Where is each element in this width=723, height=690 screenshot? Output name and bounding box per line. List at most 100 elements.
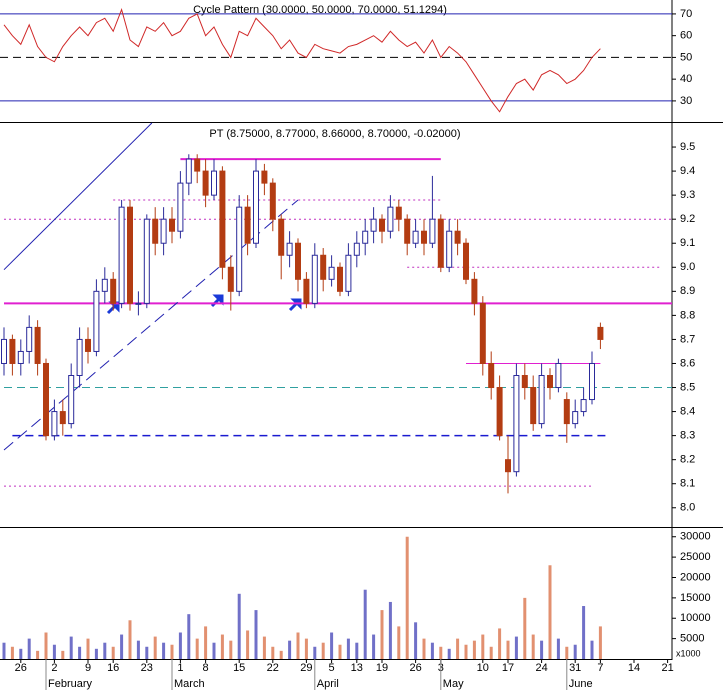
candle-body: [286, 242, 293, 256]
volume-bar: [447, 648, 451, 659]
candle-body: [513, 375, 520, 473]
candle-body: [9, 338, 16, 364]
trend-line: [3, 122, 153, 271]
candle-body: [463, 242, 469, 280]
x-tick-label: 26: [15, 662, 27, 674]
volume-bar: [556, 638, 560, 659]
candle-body: [429, 218, 436, 244]
candle-body: [563, 399, 570, 425]
candle-body: [521, 375, 528, 389]
month-label: May: [443, 678, 464, 690]
candle-body: [236, 206, 243, 292]
y-tick-label: 20000: [680, 571, 711, 583]
y-tick-label: 9.2: [680, 213, 695, 225]
x-tick-label: 31: [569, 662, 581, 674]
y-tick-label: 8.3: [680, 430, 695, 442]
candle-body: [278, 218, 285, 256]
x-tick-label: 19: [376, 662, 388, 674]
volume-bar: [498, 628, 502, 659]
y-tick-label: 70: [680, 8, 692, 20]
volume-bar: [464, 644, 468, 659]
candle-body: [118, 206, 125, 304]
x-tick-label: 9: [85, 662, 91, 674]
volume-bar: [254, 610, 258, 659]
volume-bar: [590, 640, 594, 659]
volume-bar: [414, 622, 418, 659]
candle-body: [412, 230, 419, 244]
volume-bar: [69, 636, 73, 659]
y-tick-label: 40: [680, 73, 692, 85]
y-tick-label: 8.8: [680, 309, 695, 321]
volume-bar: [237, 593, 241, 659]
volume-bar: [61, 650, 65, 659]
volume-bar: [372, 634, 376, 659]
volume-bar: [540, 640, 544, 659]
x-tick-label: 14: [628, 662, 640, 674]
volume-bar: [422, 638, 426, 659]
candle-body: [437, 218, 444, 268]
candle-body: [530, 387, 537, 425]
x-tick-label: 16: [107, 662, 119, 674]
candle-body: [572, 411, 579, 425]
x-tick-label: 1: [177, 662, 183, 674]
candle-body: [547, 375, 553, 389]
y-tick-label: 50: [680, 51, 692, 63]
volume-bar: [388, 601, 392, 659]
volume-bar: [472, 640, 476, 659]
y-tick-label: 9.4: [680, 165, 695, 177]
x-tick-label: 24: [535, 662, 547, 674]
candle-body: [597, 326, 604, 340]
volume-bar: [321, 642, 325, 659]
volume-bar: [430, 642, 434, 659]
y-tick-label: 5000: [680, 633, 704, 645]
candle-body: [1, 338, 7, 364]
candle-body: [471, 278, 478, 304]
candle-body: [446, 230, 453, 268]
volume-bar: [212, 642, 216, 659]
volume-bar: [220, 634, 224, 659]
volume-bar: [162, 642, 166, 659]
volume-bar: [380, 610, 384, 659]
volume-bar: [346, 638, 350, 659]
y-tick-label: 25000: [680, 551, 711, 563]
volume-bar: [136, 640, 140, 659]
candle-body: [17, 350, 24, 364]
month-label: June: [569, 678, 593, 690]
volume-bar: [598, 626, 602, 659]
volume-bar: [456, 638, 460, 659]
x-tick-label: 13: [351, 662, 363, 674]
volume-bar: [94, 648, 98, 659]
y-tick-label: 9.3: [680, 189, 695, 201]
candle-body: [202, 170, 209, 196]
y-tick-label: 9.5: [680, 141, 695, 153]
volume-bar: [27, 638, 31, 659]
volume-bar: [548, 565, 552, 659]
volume-bar: [355, 642, 359, 659]
candle-body: [34, 326, 41, 364]
candle-body: [555, 362, 562, 389]
y-tick-label: 60: [680, 30, 692, 42]
candle-body: [211, 170, 217, 196]
volume-bar: [153, 636, 157, 659]
candle-body: [68, 375, 75, 425]
volume-bar: [120, 634, 124, 659]
y-tick-label: 30000: [680, 531, 711, 543]
candle-body: [589, 362, 595, 401]
volume-bar: [204, 626, 208, 659]
candle-body: [135, 302, 142, 305]
volume-bar: [296, 632, 300, 659]
candle-body: [505, 459, 511, 473]
candle-body: [320, 254, 327, 280]
y-tick-label: 8.1: [680, 478, 695, 490]
y-tick-label: 8.0: [680, 502, 695, 514]
candle-body: [362, 230, 369, 244]
volume-bar: [288, 640, 292, 659]
y-tick-label: 15000: [680, 592, 711, 604]
volume-bar: [523, 597, 527, 659]
volume-bar: [19, 648, 23, 659]
y-tick-label: 8.4: [680, 405, 695, 417]
volume-bar: [489, 646, 493, 659]
volume-bar: [481, 634, 485, 659]
x-tick-label: 7: [597, 662, 603, 674]
